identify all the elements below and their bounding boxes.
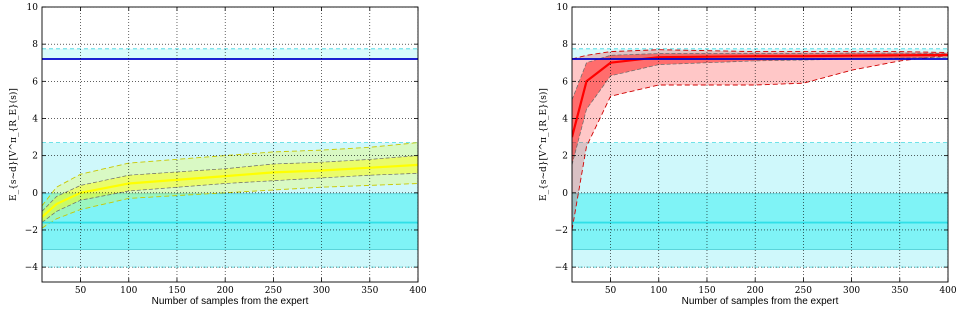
chart-1-ytick-label-0: −4 — [555, 263, 569, 273]
chart-0-frame — [41, 6, 419, 283]
chart-1-xtick-label-1: 100 — [650, 286, 667, 296]
chart-0-series-0-mean-line — [42, 163, 418, 218]
chart-0-series-0-minmax-area — [42, 142, 418, 229]
chart-1-frame — [571, 6, 949, 283]
chart-0-series-0-max-line — [42, 142, 418, 207]
chart-0-series-0-std-high-line — [42, 155, 418, 212]
chart-1-ytick-label-3: 2 — [562, 152, 568, 162]
chart-1-band-2 — [572, 48, 948, 60]
chart-left: 50 100 150 200 250 300 350 400 −4 −2 0 2 4 6 8 10 Number… — [8, 3, 427, 307]
chart-1-plot-area — [572, 7, 948, 282]
chart-0-ytick-label-1: −2 — [25, 226, 38, 236]
chart-0-xtick-label-4: 250 — [265, 286, 282, 296]
chart-0-band-2 — [42, 48, 418, 60]
chart-1-xtick-label-2: 150 — [698, 286, 715, 296]
chart-0-y-axis-label: E_{s~d}[V^π_{R_E}(s)] — [8, 88, 19, 201]
chart-0-xtick-label-1: 100 — [120, 286, 137, 296]
chart-0-ytick-label-6: 8 — [32, 40, 38, 50]
chart-1-ytick-label-4: 4 — [562, 114, 568, 124]
chart-0-ytick-label-7: 10 — [27, 3, 39, 13]
chart-1-xtick-label-6: 350 — [891, 286, 908, 296]
chart-0-xtick-label-7: 400 — [409, 286, 426, 296]
chart-1-ytick-label-6: 8 — [562, 40, 568, 50]
chart-0-ytick-label-5: 6 — [32, 77, 38, 87]
chart-1-series-0-max-line — [572, 49, 948, 60]
chart-1-xtick-label-7: 400 — [939, 286, 956, 296]
chart-1-series-0-std-high-line — [572, 52, 948, 101]
chart-1-ytick-label-1: −2 — [555, 226, 568, 236]
chart-1-y-axis-label: E_{s~d}[V^π_{R_E}(s)] — [538, 88, 549, 201]
chart-0-series-0-std-area — [42, 155, 418, 223]
chart-right: 50 100 150 200 250 300 350 400 −4 −2 0 2 4 6 8 10 Number… — [538, 3, 957, 307]
chart-1-xtick-label-0: 50 — [605, 286, 617, 296]
chart-1-xtick-label-4: 250 — [795, 286, 812, 296]
chart-1-xtick-label-3: 200 — [747, 286, 764, 296]
chart-0-band-1 — [42, 193, 418, 250]
chart-0-ytick-label-2: 0 — [32, 189, 38, 199]
chart-0-xtick-label-2: 150 — [168, 286, 185, 296]
chart-1-ytick-label-2: 0 — [562, 189, 568, 199]
chart-1-x-axis-label: Number of samples from the expert — [682, 296, 839, 307]
chart-0-xtick-label-6: 350 — [361, 286, 378, 296]
chart-1-series-0-minmax-area — [572, 49, 948, 231]
chart-0-ytick-label-4: 4 — [32, 114, 38, 124]
chart-0-series-0-std-low-line — [42, 172, 418, 223]
chart-1-series-0-mean-line — [572, 53, 948, 138]
chart-1-ytick-label-7: 10 — [557, 3, 569, 13]
chart-0-xtick-label-3: 200 — [217, 286, 234, 296]
chart-0-ytick-label-0: −4 — [25, 263, 39, 273]
chart-0-xtick-label-0: 50 — [75, 286, 87, 296]
chart-0-series-0-min-line — [42, 183, 418, 229]
chart-1-ytick-label-5: 6 — [562, 77, 568, 87]
chart-1-xtick-label-5: 300 — [843, 286, 860, 296]
chart-0-x-axis-label: Number of samples from the expert — [152, 296, 309, 307]
chart-0-xtick-label-5: 300 — [313, 286, 330, 296]
chart-0-plot-area — [42, 7, 418, 282]
chart-1-band-1 — [572, 193, 948, 250]
chart-0-ytick-label-3: 2 — [32, 152, 38, 162]
chart-1-series-0-min-line — [572, 54, 948, 231]
